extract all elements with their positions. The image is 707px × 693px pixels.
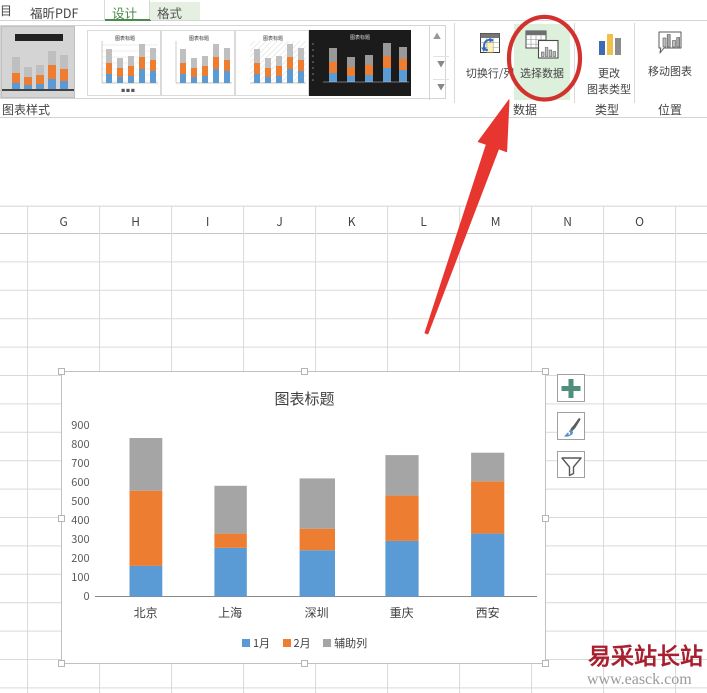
svg-text:图表标题: 图表标题 [189, 35, 209, 42]
svg-text:图表标题: 图表标题 [350, 34, 370, 41]
svg-text:图表标题: 图表标题 [115, 35, 135, 42]
svg-text:■ ■ ■: ■ ■ ■ [121, 88, 135, 94]
svg-text:图表标题: 图表标题 [263, 35, 283, 42]
